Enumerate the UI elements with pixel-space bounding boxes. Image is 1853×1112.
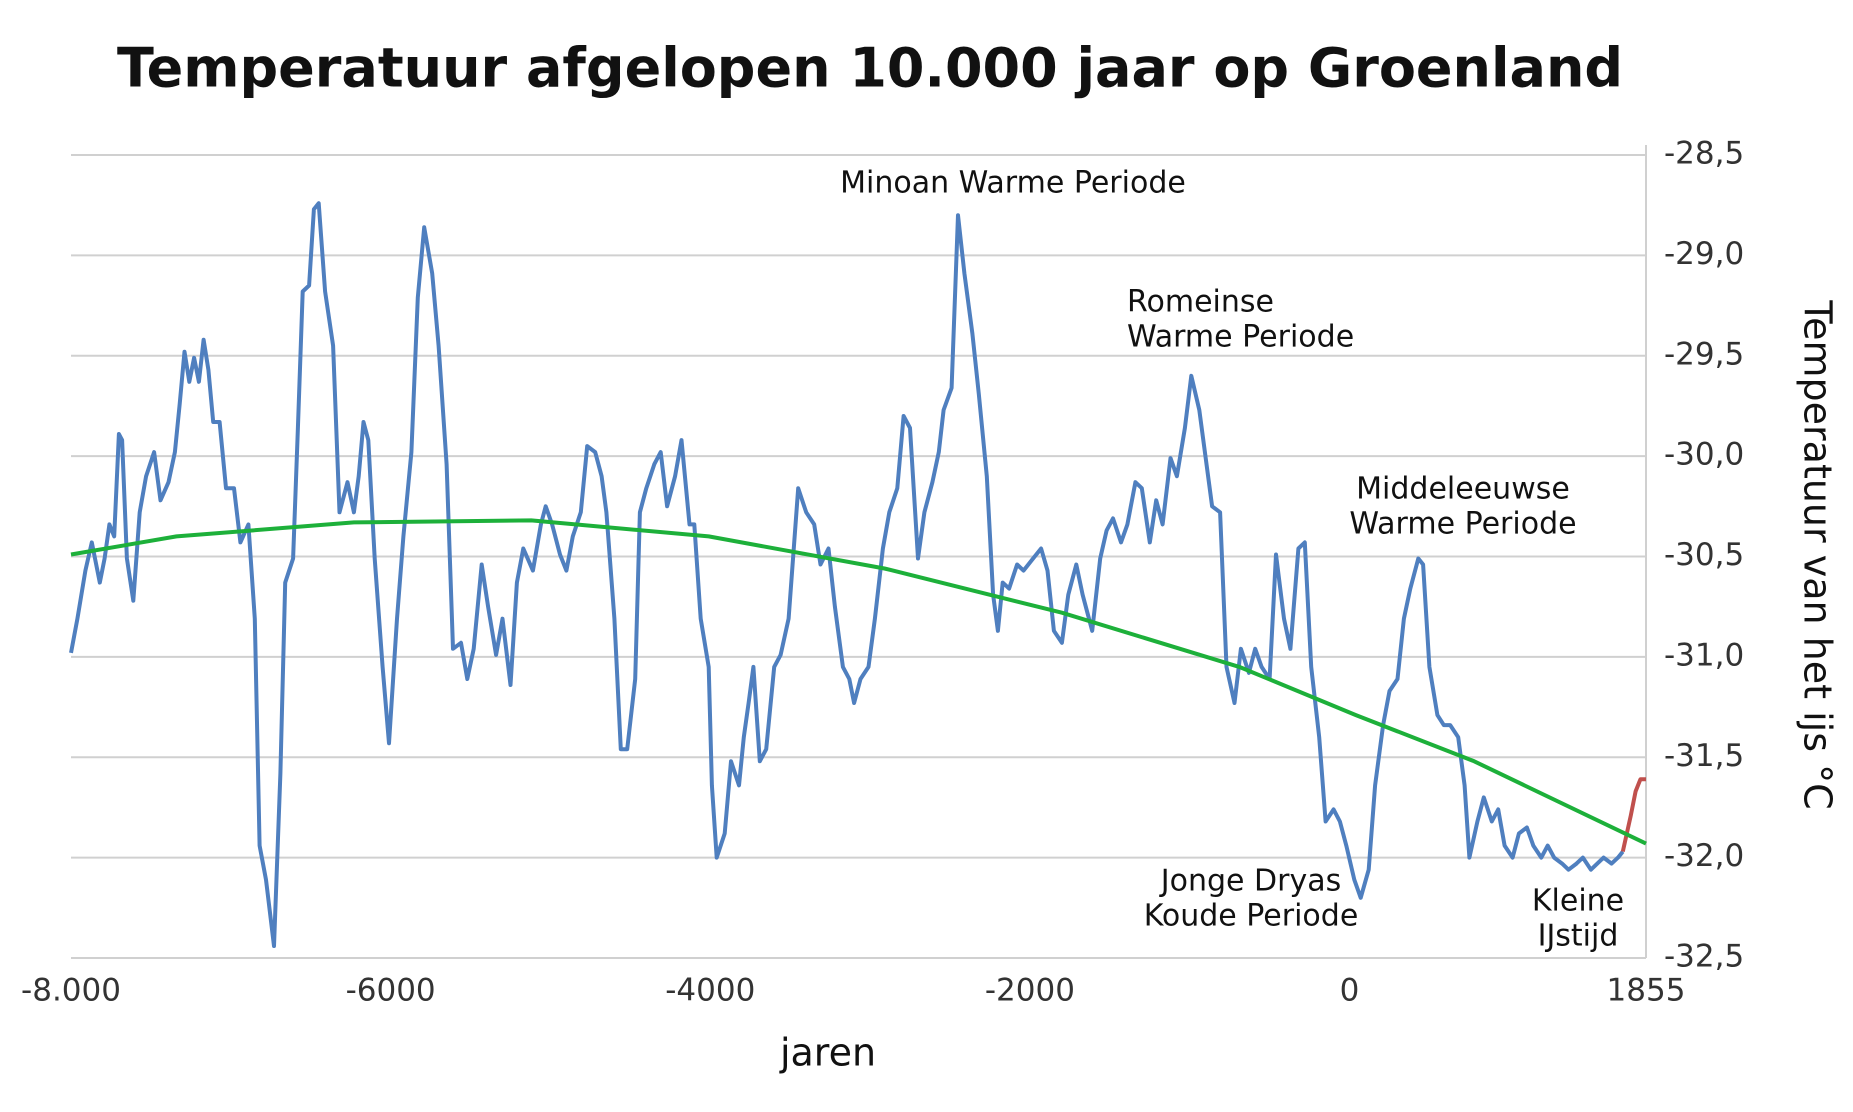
y-tick-label: -30,0 <box>1664 437 1744 473</box>
x-tick-label: 1855 <box>1607 973 1686 1009</box>
data-line <box>70 518 1647 846</box>
chart-title: Temperatuur afgelopen 10.000 jaar op Gro… <box>117 37 1623 100</box>
x-tick-label: -8.000 <box>21 973 121 1009</box>
annotation: Warme Periode <box>1127 320 1354 355</box>
annotation: Koude Periode <box>1144 899 1359 934</box>
annotation: Minoan Warme Periode <box>840 166 1186 201</box>
annotation: Kleine <box>1532 884 1624 919</box>
data-line <box>69 201 1625 948</box>
x-tick-label: -4000 <box>665 973 755 1009</box>
annotation: Jonge Dryas <box>1159 864 1341 899</box>
x-axis-title: jaren <box>779 1031 876 1075</box>
y-tick-label: -28,5 <box>1664 136 1744 172</box>
y-tick-label: -29,0 <box>1664 236 1744 272</box>
y-tick-label: -30,5 <box>1664 537 1744 573</box>
annotation: Romeinse <box>1127 285 1274 320</box>
y-tick-label: -32,5 <box>1664 939 1744 975</box>
y-tick-label: -31,0 <box>1664 637 1744 673</box>
y-tick-label: -31,5 <box>1664 738 1744 774</box>
annotation: Warme Periode <box>1349 507 1576 542</box>
data-line <box>1620 777 1646 853</box>
annotation: IJstijd <box>1538 919 1619 954</box>
x-tick-label: -2000 <box>985 973 1075 1009</box>
y-tick-label: -29,5 <box>1664 336 1744 372</box>
y-tick-label: -32,0 <box>1664 838 1744 874</box>
x-tick-label: 0 <box>1340 973 1360 1009</box>
y-axis-title: Temperatuur van het ijs °C <box>1796 299 1840 809</box>
annotation: Middeleeuwse <box>1356 472 1570 507</box>
x-tick-label: -6000 <box>346 973 436 1009</box>
